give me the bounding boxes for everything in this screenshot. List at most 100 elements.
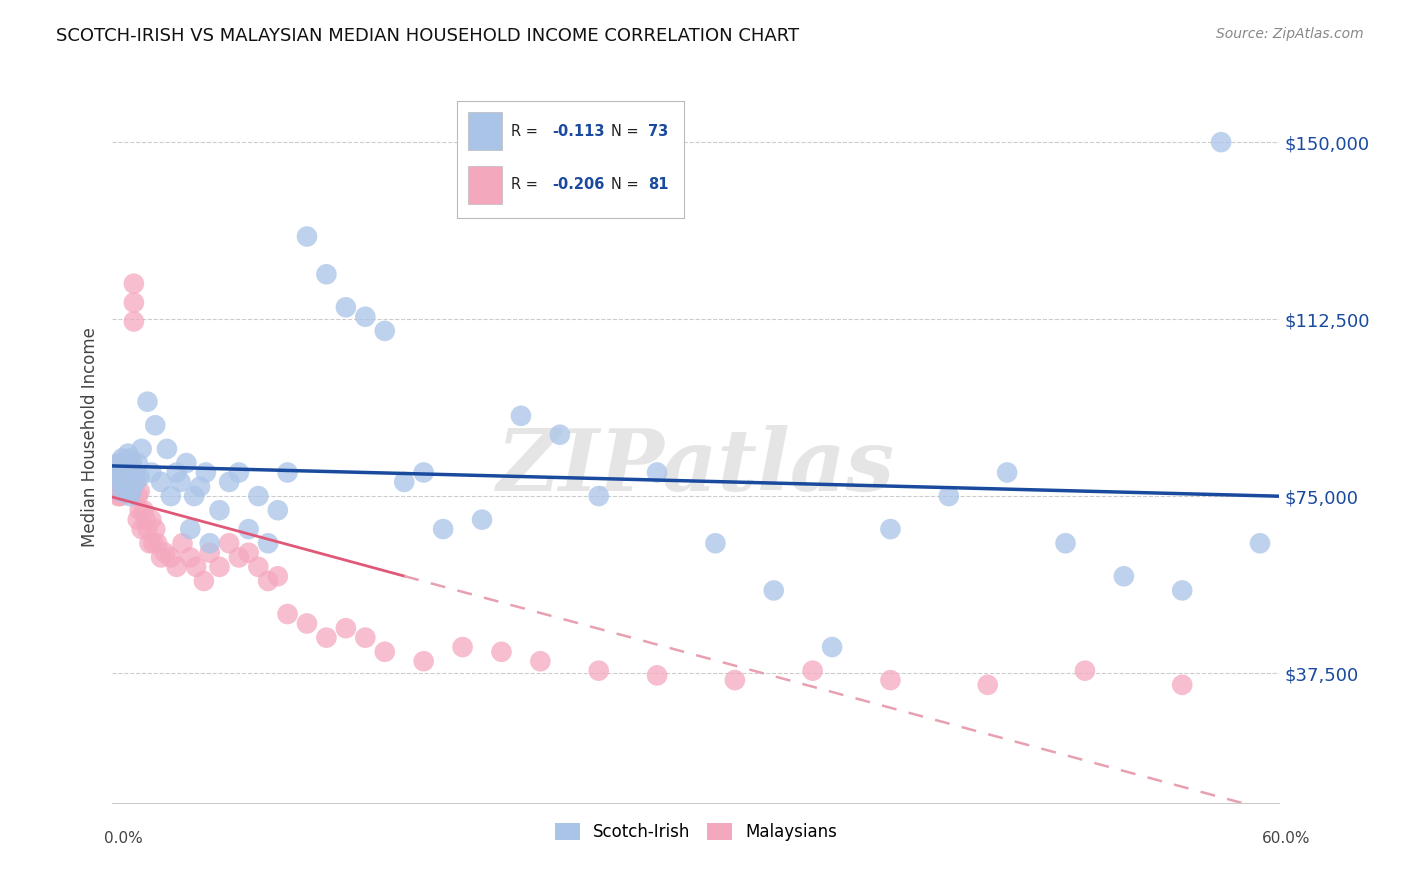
Point [117,470,139,484]
Point [169,475,191,489]
Point [1171,583,1194,598]
Point [194,466,217,480]
Point [529,654,551,668]
Point [188,480,211,494]
Point [172,536,194,550]
Point [110,456,132,470]
Point [879,673,901,687]
Point [491,645,513,659]
Point [176,456,198,470]
Point [111,456,134,470]
Point [121,470,143,484]
Point [122,314,145,328]
Point [112,456,135,470]
Point [115,470,138,484]
Point [115,466,138,480]
Text: ZIPatlas: ZIPatlas [496,425,896,508]
Point [143,522,166,536]
Point [115,484,138,499]
Point [107,489,129,503]
Point [135,513,157,527]
Point [131,442,153,456]
Point [138,536,160,550]
Point [295,229,318,244]
Point [150,550,173,565]
Y-axis label: Median Household Income: Median Household Income [80,327,98,547]
Point [179,550,201,565]
Point [354,631,377,645]
Point [118,475,141,489]
Point [118,480,141,494]
Point [315,631,337,645]
Point [112,470,135,484]
Point [821,640,844,654]
Point [110,489,132,503]
Point [588,664,610,678]
Point [118,451,141,466]
Point [112,480,135,494]
Point [208,559,231,574]
Point [110,470,132,484]
Point [198,546,221,560]
Point [127,456,149,470]
Point [995,466,1018,480]
Point [238,546,260,560]
Point [111,475,134,489]
Point [183,489,205,503]
Point [374,324,396,338]
Point [110,484,132,499]
Point [143,418,166,433]
Point [117,470,139,484]
Point [128,470,150,484]
Point [247,559,270,574]
Point [111,466,134,480]
Point [315,267,337,281]
Point [548,427,571,442]
Point [112,466,135,480]
Point [122,466,145,480]
Point [142,536,165,550]
Point [153,546,176,560]
Point [179,522,201,536]
Point [335,621,357,635]
Point [127,489,149,503]
Point [127,513,149,527]
Point [128,503,150,517]
Point [257,574,280,588]
Point [132,503,155,517]
Point [115,475,138,489]
Point [121,484,143,499]
Point [105,484,128,499]
Point [117,456,139,470]
Point [1112,569,1135,583]
Point [218,536,240,550]
Point [117,447,139,461]
Point [1249,536,1271,550]
Point [110,475,132,489]
Text: 0.0%: 0.0% [104,831,143,846]
Point [125,475,148,489]
Point [471,513,494,527]
Point [111,480,134,494]
Point [645,668,668,682]
Point [156,442,179,456]
Point [131,522,153,536]
Point [112,484,135,499]
Point [121,456,143,470]
Point [122,295,145,310]
Point [704,536,727,550]
Point [125,475,148,489]
Point [121,456,143,470]
Point [141,513,163,527]
Point [107,456,129,470]
Point [111,460,134,475]
Point [118,489,141,503]
Point [412,466,434,480]
Point [257,536,280,550]
Point [228,550,250,565]
Point [267,503,290,517]
Text: SCOTCH-IRISH VS MALAYSIAN MEDIAN HOUSEHOLD INCOME CORRELATION CHART: SCOTCH-IRISH VS MALAYSIAN MEDIAN HOUSEHO… [56,27,800,45]
Point [247,489,270,503]
Point [588,489,610,503]
Legend: Scotch-Irish, Malaysians: Scotch-Irish, Malaysians [547,814,845,849]
